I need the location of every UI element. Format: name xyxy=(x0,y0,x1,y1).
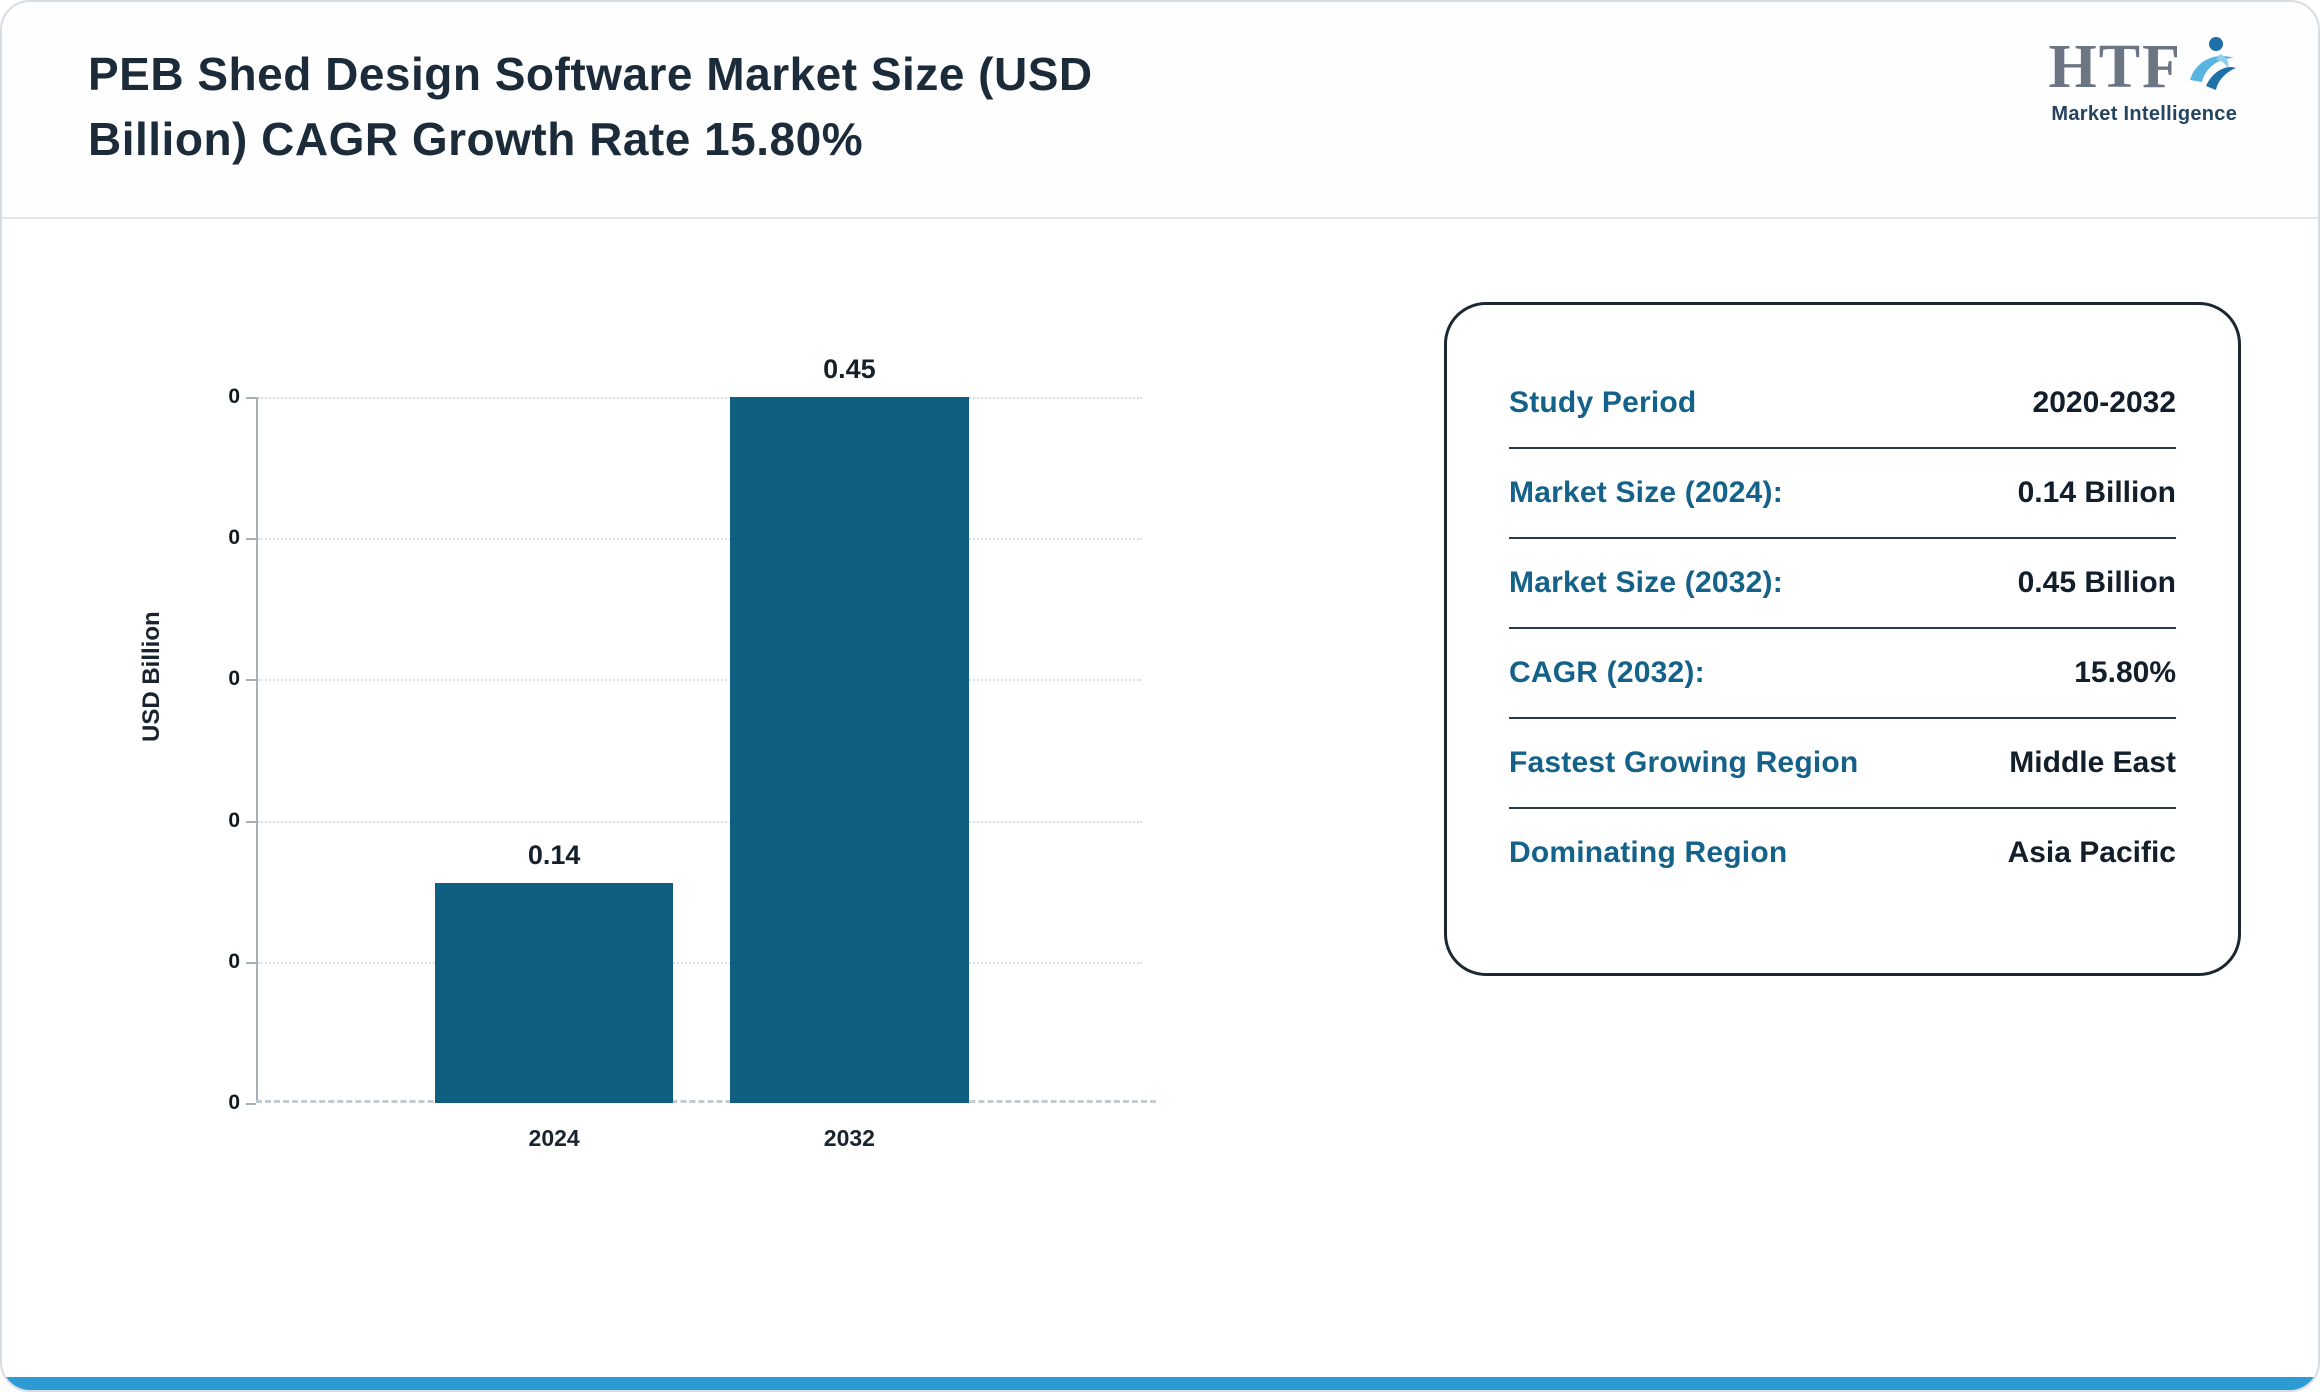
bar-chart-plot: 0 0 0 0 0 0 0.14 0.45 2024 2032 xyxy=(228,354,1156,1151)
summary-label: Market Size (2032): xyxy=(1509,566,1783,599)
x-axis-baseline xyxy=(256,1100,1156,1103)
y-tick-mark xyxy=(246,679,256,682)
htf-logo-top: HTF xyxy=(2049,36,2240,101)
bottom-accent-strip xyxy=(2,1377,2318,1390)
summary-value: 0.45 Billion xyxy=(2017,566,2176,599)
bar-slot-2024: 0.14 xyxy=(434,397,674,1103)
summary-label: Dominating Region xyxy=(1509,836,1788,869)
htf-logo: HTF Market Intelligence xyxy=(2049,36,2240,126)
bar-2024: 0.14 xyxy=(434,840,674,1103)
gridline xyxy=(258,820,1142,823)
x-tick-label-2024: 2024 xyxy=(528,1125,580,1151)
gridline xyxy=(258,961,1142,964)
summary-row-cagr: CAGR (2032): 15.80% xyxy=(1509,629,2176,719)
htf-logo-subtext: Market Intelligence xyxy=(2051,103,2238,125)
summary-label: Study Period xyxy=(1509,386,1697,419)
header: PEB Shed Design Software Market Size (US… xyxy=(2,2,2318,219)
y-tick-label: 0 xyxy=(228,949,240,973)
htf-logo-text: HTF xyxy=(2048,33,2182,101)
summary-row-dominating-region: Dominating Region Asia Pacific xyxy=(1509,809,2176,897)
summary-value: 2020-2032 xyxy=(2032,386,2176,419)
bar-value-label-2032: 0.45 xyxy=(823,354,876,384)
page-title: PEB Shed Design Software Market Size (US… xyxy=(88,42,1093,173)
y-tick-mark xyxy=(246,397,256,399)
summary-row-study-period: Study Period 2020-2032 xyxy=(1509,359,2176,449)
y-tick-label: 0 xyxy=(228,667,240,691)
summary-label: CAGR (2032): xyxy=(1509,656,1705,689)
summary-value: Asia Pacific xyxy=(2007,836,2176,869)
x-tick-label-2032: 2032 xyxy=(823,1125,875,1151)
summary-row-market-size-2032: Market Size (2032): 0.45 Billion xyxy=(1509,539,2176,629)
summary-value: 15.80% xyxy=(2074,656,2176,689)
summary-row-market-size-2024: Market Size (2024): 0.14 Billion xyxy=(1509,449,2176,539)
y-tick-mark xyxy=(246,820,256,823)
summary-value: Middle East xyxy=(2009,746,2176,779)
y-tick-label: 0 xyxy=(228,526,240,550)
bar-2032: 0.45 xyxy=(730,354,969,1103)
summary-label: Market Size (2024): xyxy=(1509,476,1783,509)
y-tick-label: 0 xyxy=(228,1091,240,1114)
gridline xyxy=(258,397,1142,399)
page-title-line2: Billion) CAGR Growth Rate 15.80% xyxy=(88,113,864,166)
bar-slot-2032: 0.45 xyxy=(730,354,969,1103)
summary-label: Fastest Growing Region xyxy=(1509,746,1859,779)
y-tick-label: 0 xyxy=(228,808,240,832)
market-summary-card: Study Period 2020-2032 Market Size (2024… xyxy=(1444,302,2241,976)
y-tick-mark xyxy=(246,538,256,541)
y-tick-mark xyxy=(246,1103,256,1105)
gridline xyxy=(258,538,1142,541)
page-title-line1: PEB Shed Design Software Market Size (US… xyxy=(88,48,1093,100)
summary-row-fastest-growing-region: Fastest Growing Region Middle East xyxy=(1509,719,2176,809)
bar-value-label-2024: 0.14 xyxy=(527,840,581,871)
gridline xyxy=(258,679,1142,682)
y-tick-mark xyxy=(246,961,256,964)
summary-value: 0.14 Billion xyxy=(2017,476,2176,509)
y-tick-label: 0 xyxy=(228,385,240,408)
person-swoosh-icon xyxy=(2176,32,2240,101)
